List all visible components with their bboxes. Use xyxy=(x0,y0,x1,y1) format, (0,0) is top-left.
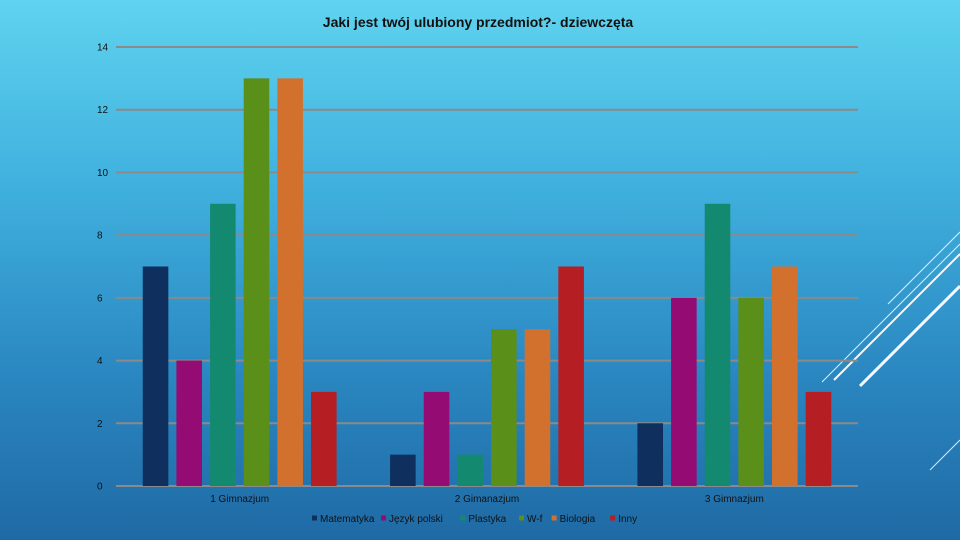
legend-swatch xyxy=(312,515,317,521)
legend-label: Język polski xyxy=(389,514,443,525)
bar xyxy=(176,360,202,486)
legend-swatch xyxy=(519,515,524,521)
bar xyxy=(390,454,416,486)
decor-line xyxy=(821,243,960,383)
decor-line xyxy=(929,439,960,471)
legend-label: W-f xyxy=(527,514,543,525)
y-tick-label: 12 xyxy=(97,105,109,116)
gridlines xyxy=(116,46,858,487)
bar xyxy=(805,391,832,486)
y-tick-label: 0 xyxy=(97,482,103,493)
bar xyxy=(671,297,697,486)
y-tick-label: 2 xyxy=(97,419,103,430)
decor-line xyxy=(887,231,960,305)
decorative-lines xyxy=(821,231,960,471)
legend-label: Matematyka xyxy=(320,514,375,525)
legend-label: Plastyka xyxy=(468,514,506,525)
legend-label: Inny xyxy=(618,514,637,525)
x-axis-categories: 1 Gimnazjum 2 Gimanazjum 3 Gimnazjum xyxy=(210,494,764,505)
bar xyxy=(311,391,337,486)
legend-swatch xyxy=(610,515,616,521)
bar xyxy=(243,78,270,486)
y-tick-label: 6 xyxy=(97,293,103,304)
x-category-label: 1 Gimnazjum xyxy=(210,494,269,505)
chart-title: Jaki jest twój ulubiony przedmiot?- dzie… xyxy=(323,14,634,30)
bar xyxy=(738,297,764,486)
y-tick-label: 10 xyxy=(97,168,109,179)
bar xyxy=(704,203,731,487)
y-tick-label: 8 xyxy=(97,231,103,242)
decor-line xyxy=(858,284,960,388)
y-tick-label: 14 xyxy=(97,43,109,54)
bar xyxy=(423,391,450,486)
y-tick-label: 4 xyxy=(97,356,103,367)
bar xyxy=(457,454,483,486)
bar xyxy=(637,423,663,486)
legend-swatch xyxy=(460,515,466,521)
legend-label: Biologia xyxy=(560,514,596,525)
legend-swatch xyxy=(381,515,386,521)
y-axis-ticks: 0 2 4 6 8 10 12 14 xyxy=(97,43,109,493)
bar xyxy=(524,329,551,486)
decor-line xyxy=(833,253,960,381)
bar xyxy=(277,78,303,486)
legend-swatch xyxy=(551,515,557,521)
legend: Matematyka Język polski Plastyka W-f Biologi… xyxy=(312,514,637,525)
bars xyxy=(142,78,832,487)
bar xyxy=(772,266,798,486)
bar xyxy=(558,266,584,486)
bar xyxy=(142,266,169,486)
bar xyxy=(491,329,517,486)
bar xyxy=(210,203,236,487)
x-category-label: 2 Gimanazjum xyxy=(455,494,519,505)
x-category-label: 3 Gimnazjum xyxy=(705,494,764,505)
